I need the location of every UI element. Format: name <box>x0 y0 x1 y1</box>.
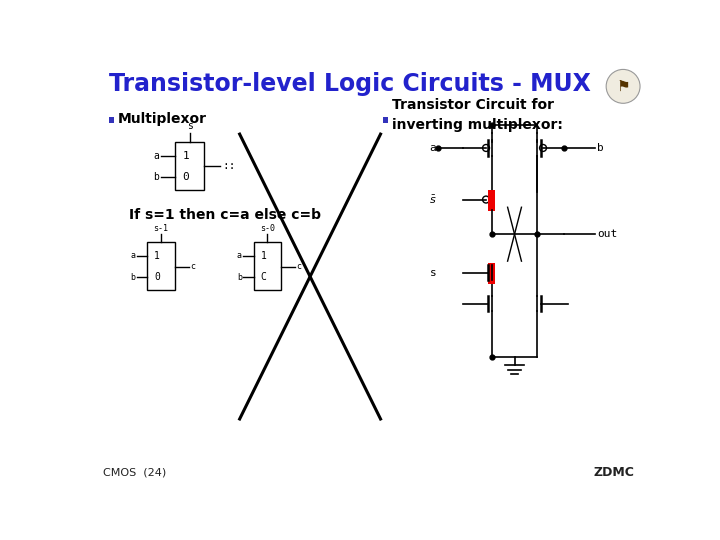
FancyBboxPatch shape <box>175 142 204 190</box>
Bar <box>109 117 114 123</box>
Text: Transistor Circuit for
inverting multiplexor:: Transistor Circuit for inverting multipl… <box>392 98 563 132</box>
Text: a: a <box>153 151 159 161</box>
Text: s: s <box>186 121 192 131</box>
Text: $\bar{s}$: $\bar{s}$ <box>429 193 437 206</box>
Text: Transistor-level Logic Circuits - MUX: Transistor-level Logic Circuits - MUX <box>109 72 590 97</box>
FancyBboxPatch shape <box>148 242 175 289</box>
Text: ZDMC: ZDMC <box>594 467 634 480</box>
Text: CMOS  (24): CMOS (24) <box>104 468 166 478</box>
Text: If s=1 then c=a else c=b: If s=1 then c=a else c=b <box>129 208 321 222</box>
Text: Multiplexor: Multiplexor <box>118 112 207 126</box>
Text: b: b <box>237 273 242 282</box>
Circle shape <box>606 70 640 103</box>
Text: ::: :: <box>222 161 235 171</box>
Text: 1: 1 <box>154 251 160 261</box>
Text: ⚑: ⚑ <box>616 79 630 94</box>
Text: 1: 1 <box>183 151 189 161</box>
Text: s-1: s-1 <box>153 224 168 233</box>
Text: a: a <box>429 143 436 153</box>
Text: b: b <box>131 273 135 282</box>
Text: 1: 1 <box>261 251 266 261</box>
Bar <box>487 190 495 211</box>
Bar <box>487 262 495 284</box>
Text: 0: 0 <box>154 272 160 282</box>
Text: b: b <box>153 172 159 182</box>
Text: C: C <box>261 272 266 282</box>
Text: s-0: s-0 <box>260 224 275 233</box>
Text: 0: 0 <box>183 172 189 182</box>
Bar <box>383 117 388 123</box>
Text: s: s <box>430 268 437 278</box>
Text: c: c <box>190 262 195 271</box>
Text: a: a <box>237 251 242 260</box>
Text: a: a <box>131 251 135 260</box>
Text: b: b <box>597 143 603 153</box>
Text: out: out <box>597 229 617 239</box>
Text: c: c <box>297 262 302 271</box>
FancyBboxPatch shape <box>253 242 282 289</box>
